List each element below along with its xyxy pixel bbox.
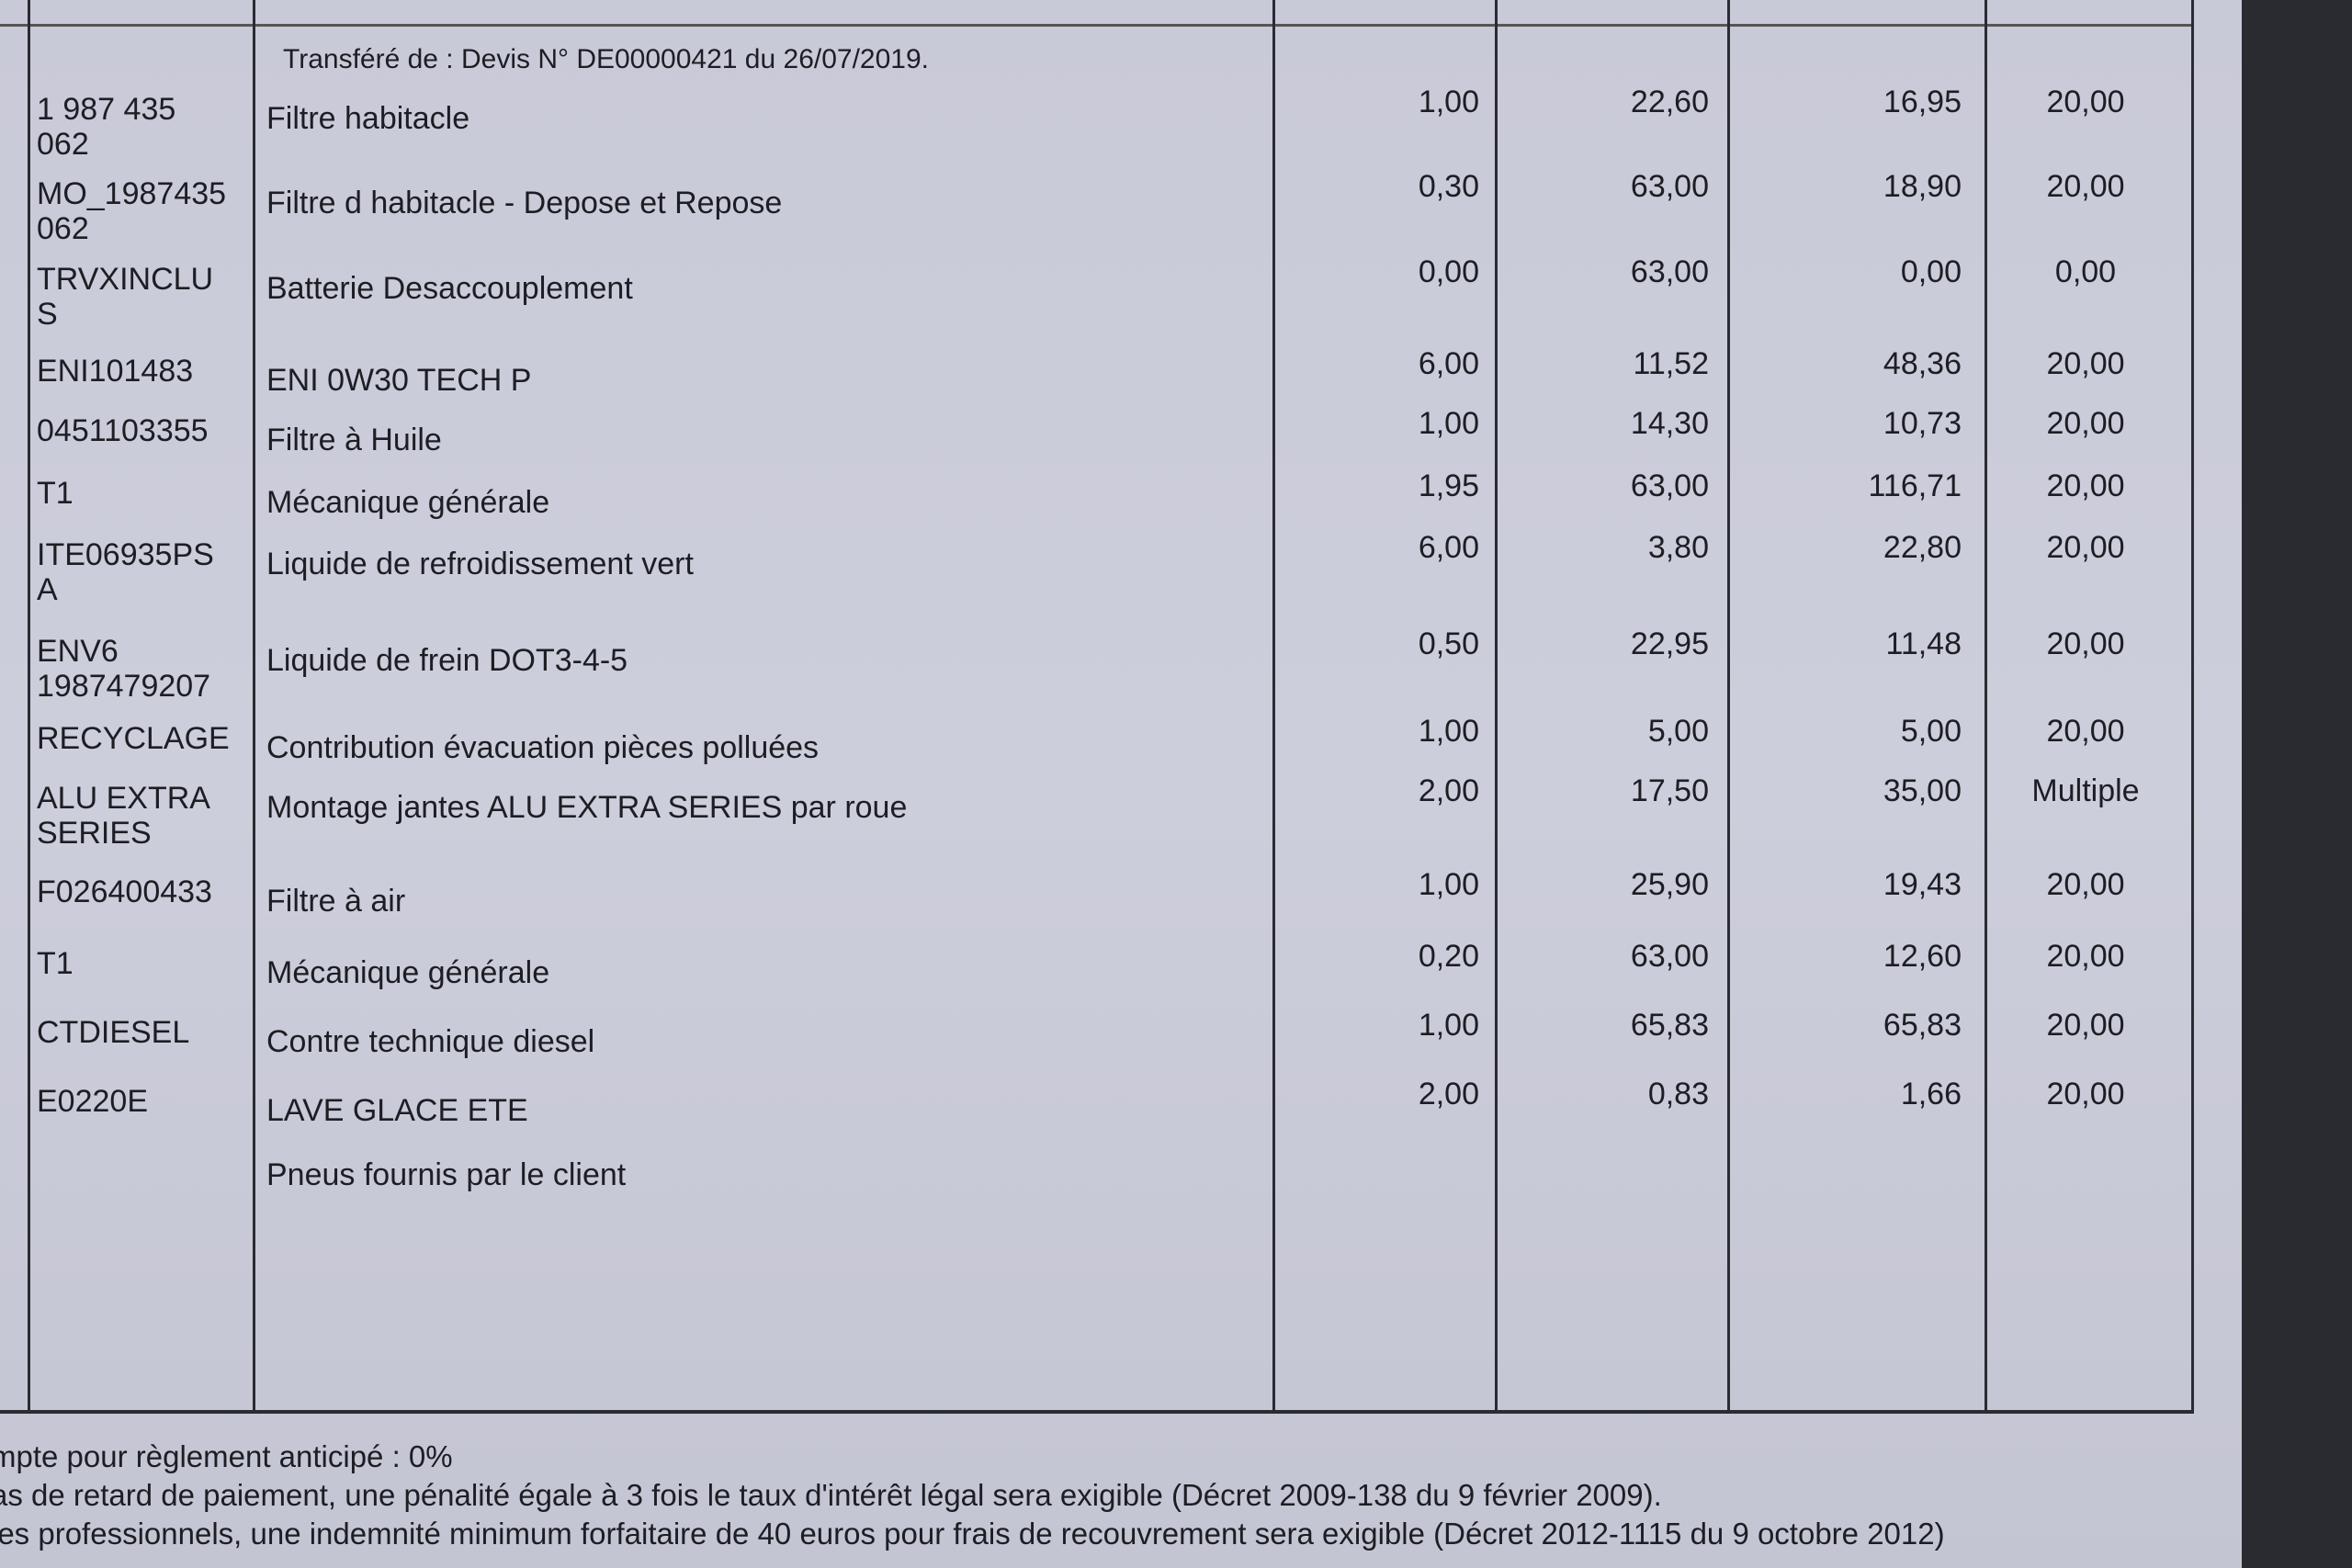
line-total: 10,73 [1883,406,1962,441]
transfer-note: Transféré de : Devis N° DE00000421 du 26… [283,44,929,74]
quantity: 0,20 [1418,939,1479,974]
item-code: F026400433 [37,874,212,909]
line-total: 1,66 [1900,1077,1962,1111]
unit-price: 3,80 [1647,530,1709,565]
quantity: 1,00 [1418,406,1479,441]
item-description: Filtre habitacle [266,101,470,136]
item-description: Pneus fournis par le client [266,1157,627,1192]
payment-terms: mpte pour règlement anticipé : 0% as de … [0,1438,1945,1553]
invoice-lines-table: Transféré de : Devis N° DE00000421 du 26… [0,0,2191,1410]
column-divider [1495,0,1498,1410]
invoice-page: Transféré de : Devis N° DE00000421 du 26… [0,0,2242,1568]
quantity: 0,30 [1418,169,1479,204]
recovery-fee-terms: les professionnels, une indemnité minimu… [0,1517,1945,1551]
line-total: 35,00 [1883,773,1962,808]
unit-price: 14,30 [1630,406,1709,441]
vat-rate: 20,00 [2046,626,2125,661]
line-total: 0,00 [1900,254,1962,289]
line-total: 16,95 [1883,85,1962,119]
table-header-border [0,24,2191,27]
vat-rate: 20,00 [2046,939,2125,974]
item-description: Filtre à air [266,884,406,919]
item-code: CTDIESEL [37,1015,190,1050]
vat-rate: 20,00 [2046,867,2125,902]
vat-rate: 20,00 [2046,714,2125,749]
quantity: 2,00 [1418,1077,1479,1111]
quantity: 1,95 [1418,468,1479,503]
unit-price: 11,52 [1633,346,1709,381]
unit-price: 5,00 [1647,714,1709,749]
quantity: 0,00 [1418,254,1479,289]
item-code: ENV6 1987479207 [37,634,211,704]
vat-rate: 20,00 [2046,530,2125,565]
vat-rate: 20,00 [2046,85,2125,119]
line-total: 12,60 [1883,939,1962,974]
discount-terms: mpte pour règlement anticipé : 0% [0,1439,453,1473]
quantity: 0,50 [1418,626,1479,661]
item-description: Filtre d habitacle - Depose et Repose [266,186,783,220]
item-description: LAVE GLACE ETE [266,1093,528,1128]
column-divider [253,0,255,1410]
item-description: Liquide de refroidissement vert [266,547,694,581]
item-code: ENI101483 [37,354,194,389]
unit-price: 65,83 [1630,1008,1709,1043]
quantity: 6,00 [1418,346,1479,381]
item-description: Filtre à Huile [266,423,442,457]
item-description: Liquide de frein DOT3-4-5 [266,643,628,678]
item-code: E0220E [37,1084,148,1119]
vat-rate: 20,00 [2046,169,2125,204]
unit-price: 0,83 [1647,1077,1709,1111]
unit-price: 17,50 [1630,773,1709,808]
unit-price: 63,00 [1630,468,1709,503]
quantity: 1,00 [1418,85,1479,119]
item-code: T1 [37,476,74,511]
line-total: 11,48 [1885,626,1962,661]
item-description: ENI 0W30 TECH P [266,363,532,398]
item-code: 1 987 435 062 [37,92,176,162]
item-code: ITE06935PS A [37,537,214,607]
item-code: T1 [37,946,74,981]
item-code: RECYCLAGE [37,721,230,756]
item-description: Mécanique générale [266,955,550,990]
item-code: 0451103355 [37,413,209,448]
line-total: 116,71 [1868,468,1962,503]
column-divider [1272,0,1275,1410]
column-divider [1727,0,1730,1410]
item-description: Montage jantes ALU EXTRA SERIES par roue [266,790,908,825]
quantity: 1,00 [1418,1008,1479,1043]
vat-rate: 0,00 [2054,254,2117,289]
vat-rate: 20,00 [2046,468,2125,503]
quantity: 6,00 [1418,530,1479,565]
column-divider [28,0,30,1410]
unit-price: 63,00 [1630,939,1709,974]
vat-rate: 20,00 [2046,1008,2125,1043]
vat-rate: Multiple [2031,773,2140,808]
late-penalty-terms: as de retard de paiement, une pénalité é… [0,1478,1662,1512]
item-description: Mécanique générale [266,485,550,520]
line-total: 22,80 [1883,530,1962,565]
unit-price: 22,60 [1630,85,1709,119]
item-description: Contre technique diesel [266,1024,595,1059]
vat-rate: 20,00 [2046,346,2125,381]
item-code: MO_1987435 062 [37,176,227,246]
unit-price: 25,90 [1630,867,1709,902]
item-code: ALU EXTRA SERIES [37,781,210,851]
item-description: Batterie Desaccouplement [266,271,633,306]
vat-rate: 20,00 [2046,1077,2125,1111]
quantity: 1,00 [1418,867,1479,902]
line-total: 5,00 [1900,714,1962,749]
item-description: Contribution évacuation pièces polluées [266,730,820,765]
unit-price: 22,95 [1630,626,1709,661]
quantity: 1,00 [1418,714,1479,749]
item-code: TRVXINCLU S [37,262,214,332]
unit-price: 63,00 [1630,169,1709,204]
quantity: 2,00 [1418,773,1479,808]
line-total: 18,90 [1883,169,1962,204]
line-total: 19,43 [1883,867,1962,902]
vat-rate: 20,00 [2046,406,2125,441]
column-divider [1984,0,1987,1410]
unit-price: 63,00 [1630,254,1709,289]
line-total: 48,36 [1883,346,1962,381]
line-total: 65,83 [1883,1008,1962,1043]
